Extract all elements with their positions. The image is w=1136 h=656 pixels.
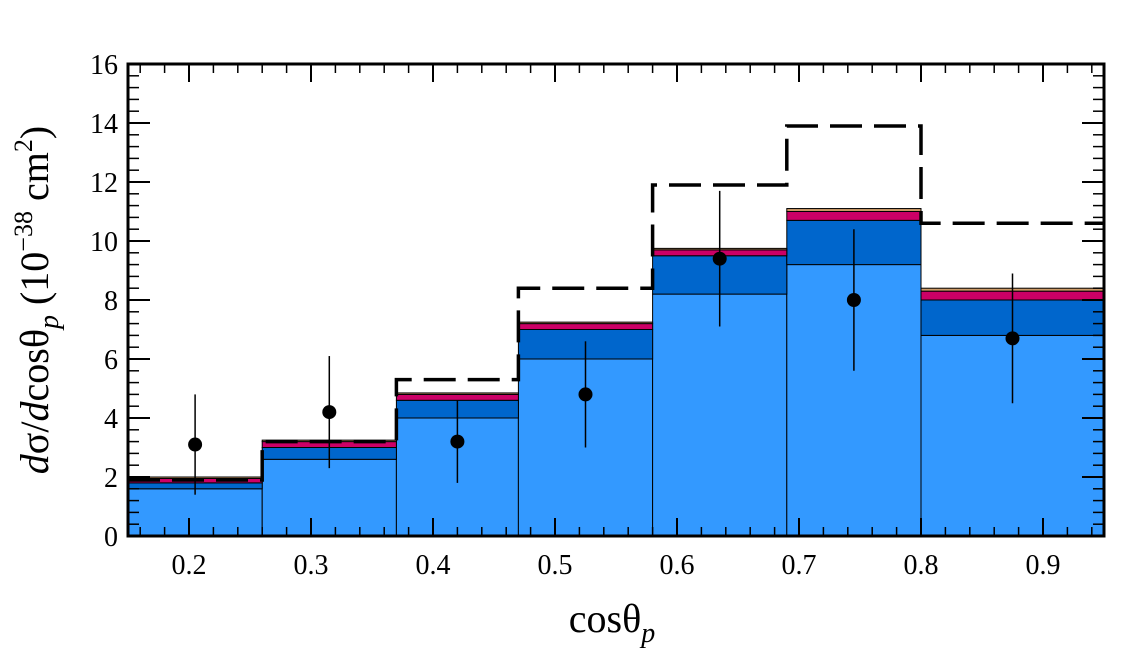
component-3-bar — [517, 323, 654, 331]
x-tick-label: 0.6 — [660, 550, 695, 581]
component-1-bar — [261, 458, 397, 537]
y-tick-label: 12 — [90, 168, 118, 199]
data-point — [1005, 331, 1020, 346]
component-3-bar — [786, 211, 922, 221]
y-tick-label: 0 — [104, 522, 118, 553]
x-tick-label: 0.8 — [904, 550, 939, 581]
component-1-bar — [652, 293, 788, 537]
component-4-bar — [517, 321, 654, 325]
data-point — [578, 387, 593, 402]
data-point — [322, 405, 337, 420]
y-tick-label: 10 — [90, 227, 118, 258]
dashed-prediction-layer — [128, 124, 1104, 482]
data-point — [450, 434, 465, 449]
x-axis-title: cosθp — [569, 596, 655, 649]
x-tick-label: 0.7 — [782, 550, 817, 581]
y-tick-label: 8 — [104, 286, 118, 317]
x-tick-label: 0.5 — [538, 550, 573, 581]
component-4-bar — [395, 392, 519, 395]
component-4-bar — [786, 208, 922, 213]
y-tick-label: 14 — [90, 109, 118, 140]
x-tick-label: 0.4 — [416, 550, 451, 581]
axis-ticks: 0.2 0.3 0.4 0.5 0.6 0.7 0.8 0.9 0 2 4 6 8 10 12 14 16 — [90, 50, 1104, 581]
x-tick-label: 0.2 — [172, 550, 207, 581]
dashed-prediction-line — [128, 124, 1104, 482]
x-tick-label: 0.3 — [294, 550, 329, 581]
x-tick-label: 0.9 — [1026, 550, 1061, 581]
component-3-bar — [395, 393, 519, 401]
data-point — [712, 251, 727, 266]
data-point — [846, 293, 861, 307]
data-point — [188, 437, 203, 452]
y-axis-title: dσ/dcosθp (10−38 cm2) — [9, 126, 65, 474]
y-tick-label: 4 — [104, 404, 118, 435]
y-tick-label: 2 — [104, 463, 118, 494]
data-points-layer — [188, 190, 1020, 495]
component-1-bar — [127, 488, 263, 537]
y-tick-label: 16 — [90, 50, 118, 81]
y-tick-label: 6 — [104, 345, 118, 376]
